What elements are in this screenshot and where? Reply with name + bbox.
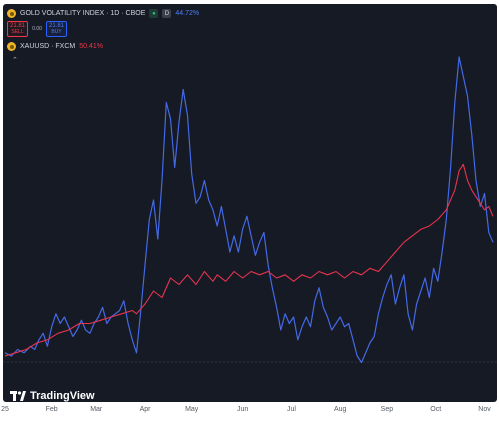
chevron-up-icon[interactable]: ⌃ [12,57,18,64]
chart-panel[interactable]: GOLD VOLATILITY INDEX · 1D · CBOE ● D 44… [3,4,497,402]
series-layer [4,56,494,364]
buy-label: BUY [51,29,62,35]
legend-gvz-title: GOLD VOLATILITY INDEX · 1D · CBOE [20,10,146,17]
legend-gvz[interactable]: GOLD VOLATILITY INDEX · 1D · CBOE ● D 44… [7,9,199,18]
x-tick-label: Nov [478,406,491,413]
tradingview-wordmark: TradingView [30,390,95,402]
sell-label: SELL [11,29,24,35]
gold-coin-icon [7,9,16,18]
sell-button[interactable]: 21.81 SELL [7,21,28,37]
data-badge-d: D [162,9,172,18]
buy-button[interactable]: 21.81 BUY [46,21,67,37]
spread-value: 0.00 [32,26,42,32]
x-tick-label: Aug [334,406,347,413]
series-line-gvz [4,56,494,364]
legend-xau-title: XAUUSD · FXCM [20,43,76,50]
x-tick-label: Feb [45,406,58,413]
x-tick-label: Mar [90,406,103,413]
x-tick-label: Oct [430,406,442,413]
trade-buttons: 21.81 SELL 0.00 21.81 BUY [7,21,67,37]
tradingview-logo: TradingView [10,390,95,402]
x-tick-label: Jun [236,406,249,413]
buy-price: 21.81 [48,23,64,29]
price-chart[interactable] [3,4,497,402]
x-tick-label: 25 [1,406,9,413]
legend-xau-value: 50.41% [79,43,103,50]
x-axis: 25 Feb Mar Apr May Jun Jul Aug Sep Oct Nov [0,406,499,420]
x-tick-label: May [185,406,199,413]
x-tick-label: Apr [139,406,151,413]
legend-gvz-value: 44.72% [175,10,200,17]
status-dot-icon: ● [149,9,159,18]
series-line-xau [4,163,494,357]
x-tick-label: Jul [286,406,296,413]
tradingview-logo-icon [10,391,26,401]
sell-price: 21.81 [9,23,25,29]
gold-coin-icon [7,42,16,51]
legend-xau[interactable]: XAUUSD · FXCM 50.41% [7,42,103,51]
x-tick-label: Sep [380,406,394,413]
